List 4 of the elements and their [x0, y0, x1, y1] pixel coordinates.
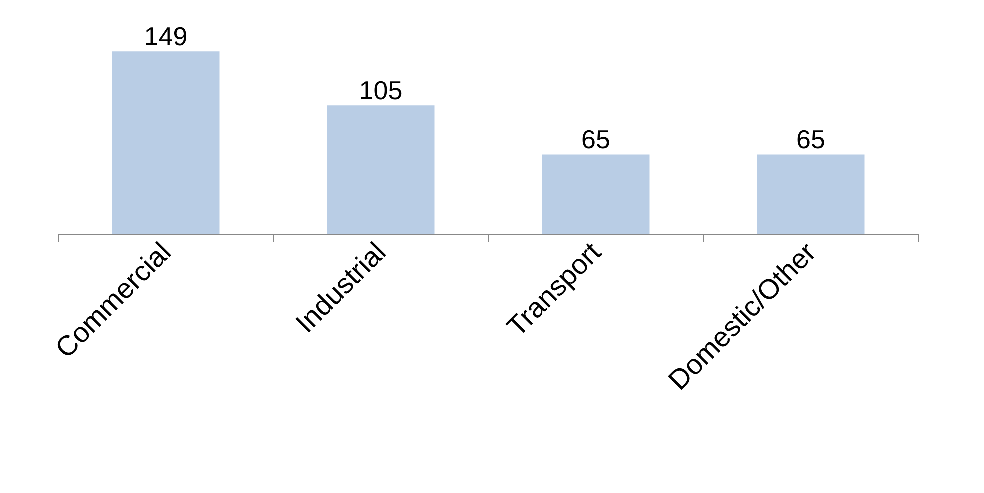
data-label: 149: [144, 22, 188, 52]
data-label: 105: [359, 76, 403, 106]
data-label: 65: [582, 124, 610, 155]
data-label: 65: [796, 124, 826, 155]
